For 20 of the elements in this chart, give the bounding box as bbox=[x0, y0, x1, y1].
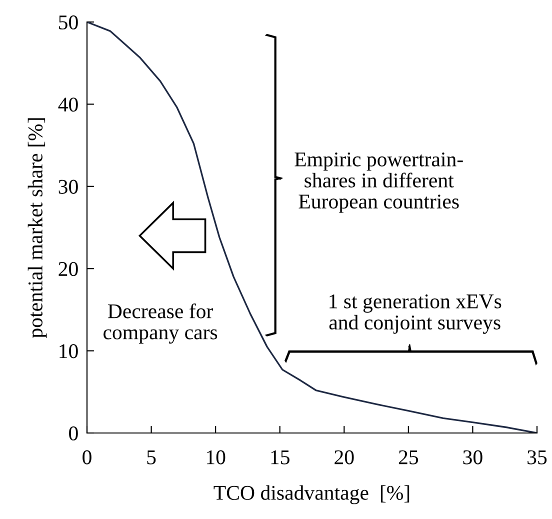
x-tick-label: 5 bbox=[147, 450, 156, 464]
x-tick-label: 10 bbox=[206, 450, 226, 464]
y-tick-label: 20 bbox=[58, 262, 78, 276]
x-tick-label: 15 bbox=[271, 450, 290, 464]
y-tick-label: 50 bbox=[59, 15, 78, 30]
y-tick-label: 30 bbox=[58, 180, 78, 194]
x-tick-label: 30 bbox=[463, 450, 482, 464]
line-series bbox=[87, 22, 537, 433]
x-axis-title: TCO disadvantage [%] bbox=[214, 485, 410, 504]
x-tick-label: 20 bbox=[334, 450, 354, 464]
x-tick-label: 0 bbox=[82, 450, 92, 464]
annotation: 1 st generation xEVs and conjoint surveys bbox=[329, 294, 502, 334]
annotation: Decrease for company cars bbox=[104, 303, 218, 344]
y-tick-label: 0 bbox=[69, 426, 78, 440]
y-tick-label: 40 bbox=[58, 98, 78, 112]
y-axis-title: potential market share [%] bbox=[28, 118, 47, 338]
x-tick-label: 35 bbox=[528, 450, 547, 464]
annotation: Empiric powertrain- shares in different European countries bbox=[294, 152, 463, 213]
x-tick-label: 25 bbox=[398, 450, 418, 464]
y-tick-label: 10 bbox=[60, 344, 78, 358]
